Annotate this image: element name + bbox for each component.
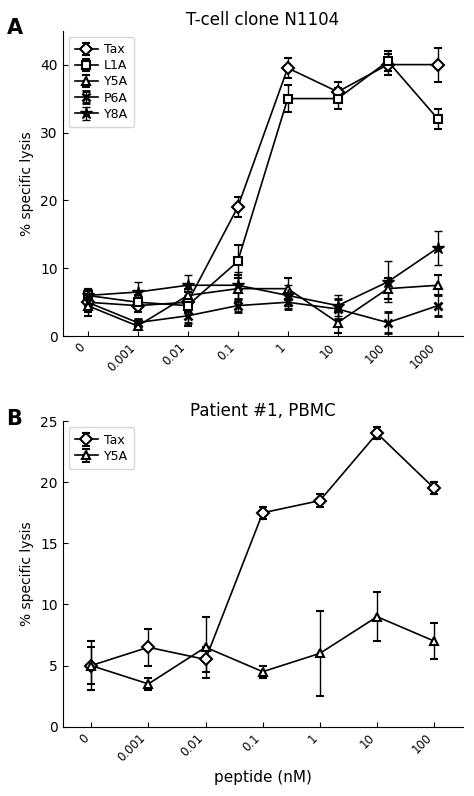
Title: T-cell clone N1104: T-cell clone N1104 xyxy=(186,11,339,29)
Y-axis label: % specific lysis: % specific lysis xyxy=(20,521,35,626)
Y-axis label: % specific lysis: % specific lysis xyxy=(20,131,35,236)
Title: Patient #1, PBMC: Patient #1, PBMC xyxy=(190,402,336,419)
Legend: Tax, Y5A: Tax, Y5A xyxy=(69,427,134,469)
Legend: Tax, L1A, Y5A, P6A, Y8A: Tax, L1A, Y5A, P6A, Y8A xyxy=(69,37,134,127)
Text: B: B xyxy=(7,409,22,429)
X-axis label: peptide (nM): peptide (nM) xyxy=(214,770,311,785)
Text: A: A xyxy=(7,18,23,38)
